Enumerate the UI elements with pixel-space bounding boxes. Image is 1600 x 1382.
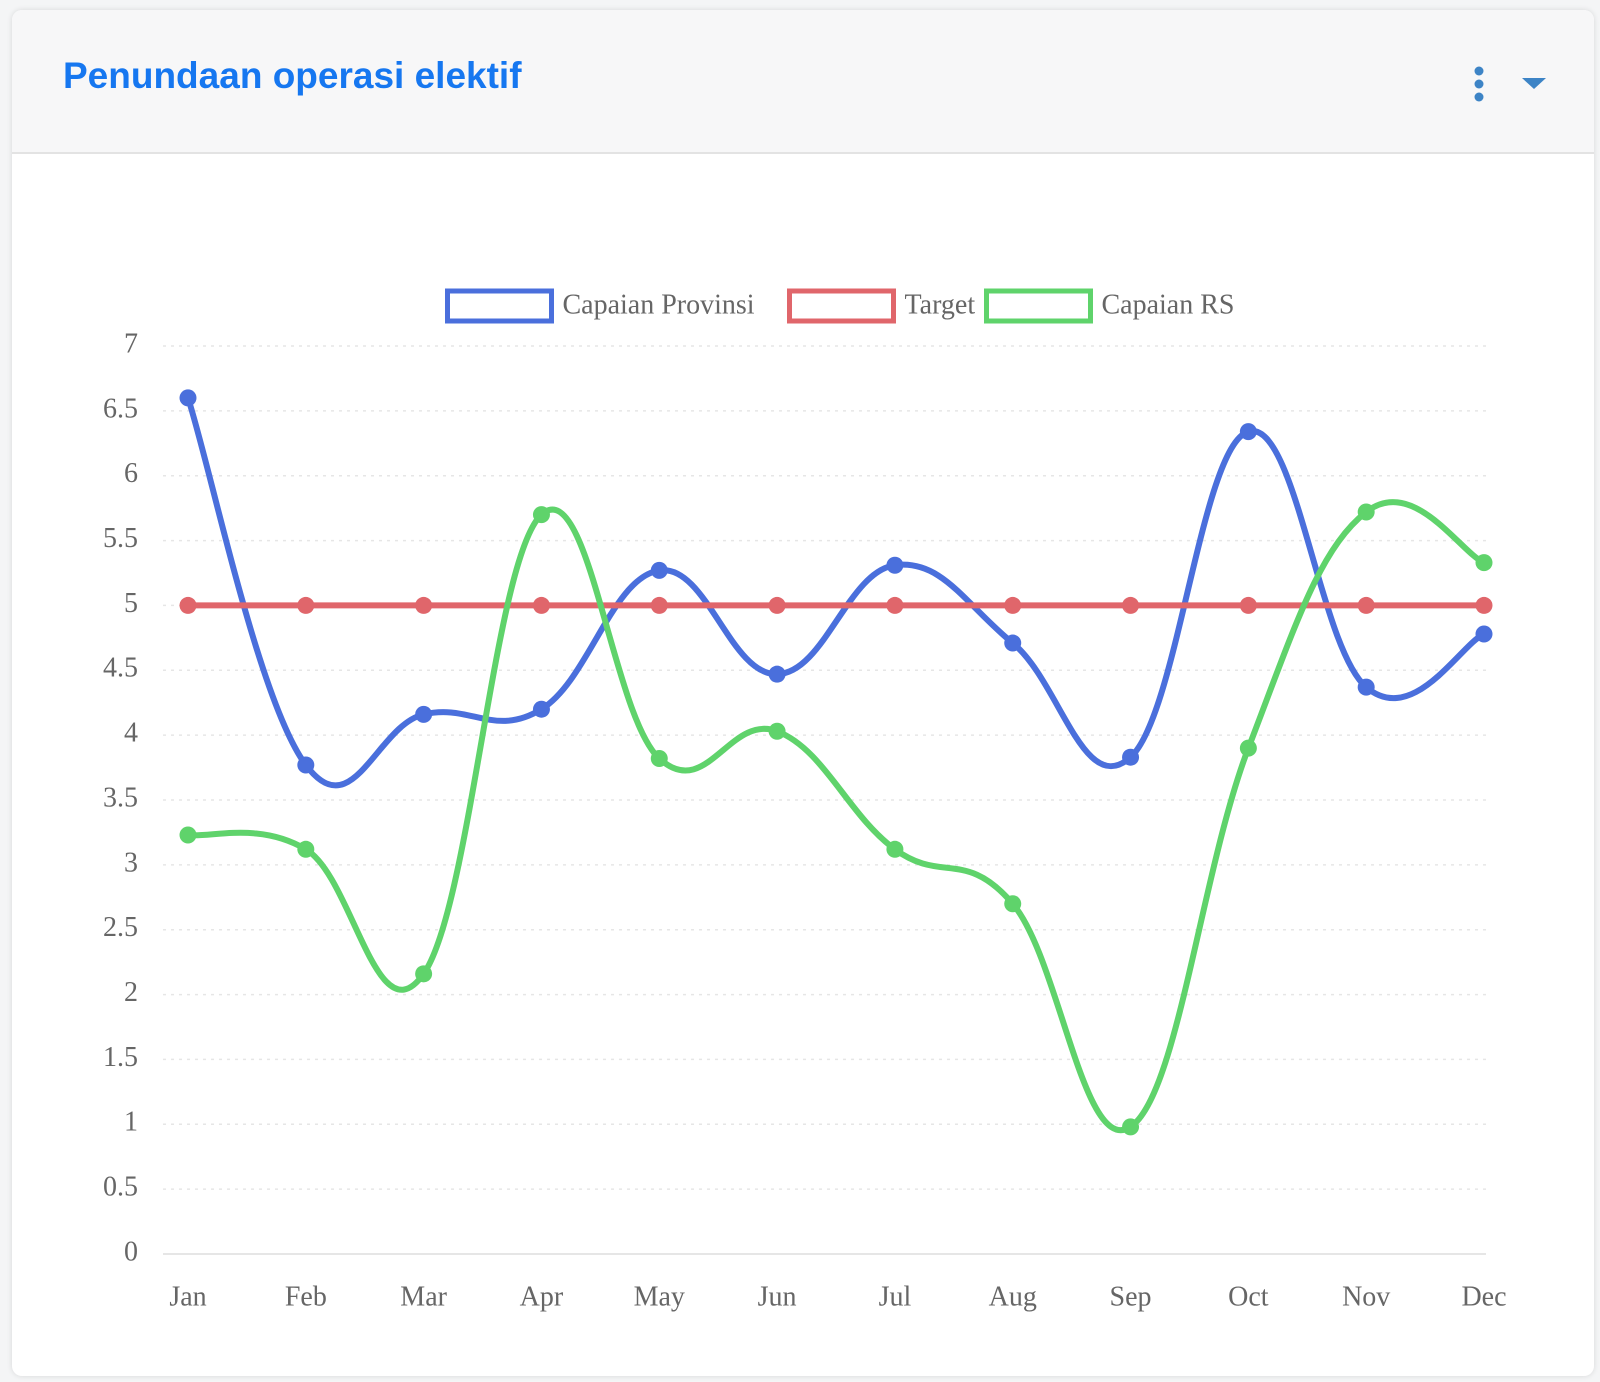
data-point [886,556,904,574]
legend-label: Capaian Provinsi [563,289,755,320]
data-point [1357,503,1375,521]
data-point [415,965,433,983]
data-point [650,749,668,767]
data-point [297,840,315,858]
menu-button[interactable] [1474,66,1484,102]
dropdown-button[interactable] [1522,78,1546,89]
legend-swatch [787,288,896,324]
header-icons [1474,66,1546,102]
series-line [187,499,1486,1133]
card-header: Penundaan operasi elektif [12,10,1594,154]
data-point [768,722,786,740]
legend-label: Target [905,289,976,320]
data-point [1357,678,1375,696]
y-tick-label: 3 [124,847,138,878]
x-tick-label: Oct [1228,1281,1269,1312]
x-tick-label: Jan [169,1281,206,1312]
y-tick-label: 6.5 [103,393,138,424]
x-tick-label: Jun [758,1281,797,1312]
y-tick-label: 1.5 [103,1042,138,1073]
data-point [1475,554,1493,572]
data-point [532,506,550,524]
x-tick-label: Mar [400,1281,447,1312]
data-point [886,596,904,614]
x-tick-label: Apr [520,1281,564,1312]
legend-label: Capaian RS [1102,289,1235,320]
data-point [415,705,433,723]
data-point [1122,596,1140,614]
y-tick-label: 0.5 [103,1172,138,1203]
data-point [768,665,786,683]
y-tick-label: 1 [124,1107,138,1138]
data-point [1122,1118,1140,1136]
y-tick-label: 5.5 [103,523,138,554]
data-point [532,596,550,614]
data-point [1475,625,1493,643]
legend-swatch [984,288,1093,324]
data-point [1004,634,1022,652]
card-title: Penundaan operasi elektif [63,55,522,96]
x-tick-label: Jul [879,1281,912,1312]
data-point [1239,739,1257,757]
data-point [1239,596,1257,614]
y-tick-label: 7 [124,328,138,359]
data-point [297,756,315,774]
y-tick-label: 3.5 [103,782,138,813]
legend-swatch [445,288,554,324]
data-point [1475,596,1493,614]
x-tick-label: Dec [1461,1281,1506,1312]
data-point [1004,596,1022,614]
y-tick-label: 6 [124,458,138,489]
data-point [179,596,197,614]
data-point [768,596,786,614]
data-point [1357,596,1375,614]
data-point [179,826,197,844]
x-tick-label: Feb [285,1281,327,1312]
y-tick-label: 5 [124,588,138,619]
data-point [650,596,668,614]
data-point [297,596,315,614]
data-point [179,389,197,407]
y-tick-label: 0 [124,1236,138,1267]
series-line [185,396,1486,789]
y-tick-label: 4 [124,718,138,749]
y-tick-label: 4.5 [103,653,138,684]
data-point [1004,895,1022,913]
x-tick-label: Nov [1342,1281,1390,1312]
data-point [532,700,550,718]
data-point [886,840,904,858]
x-tick-label: May [634,1281,685,1312]
data-point [415,596,433,614]
data-point [1239,423,1257,441]
data-point [650,561,668,579]
card: Penundaan operasi elektif [12,10,1594,1376]
x-tick-label: Sep [1110,1281,1152,1312]
y-tick-label: 2.5 [103,912,138,943]
x-tick-label: Aug [989,1281,1037,1312]
y-tick-label: 2 [124,977,138,1008]
data-point [1122,748,1140,766]
